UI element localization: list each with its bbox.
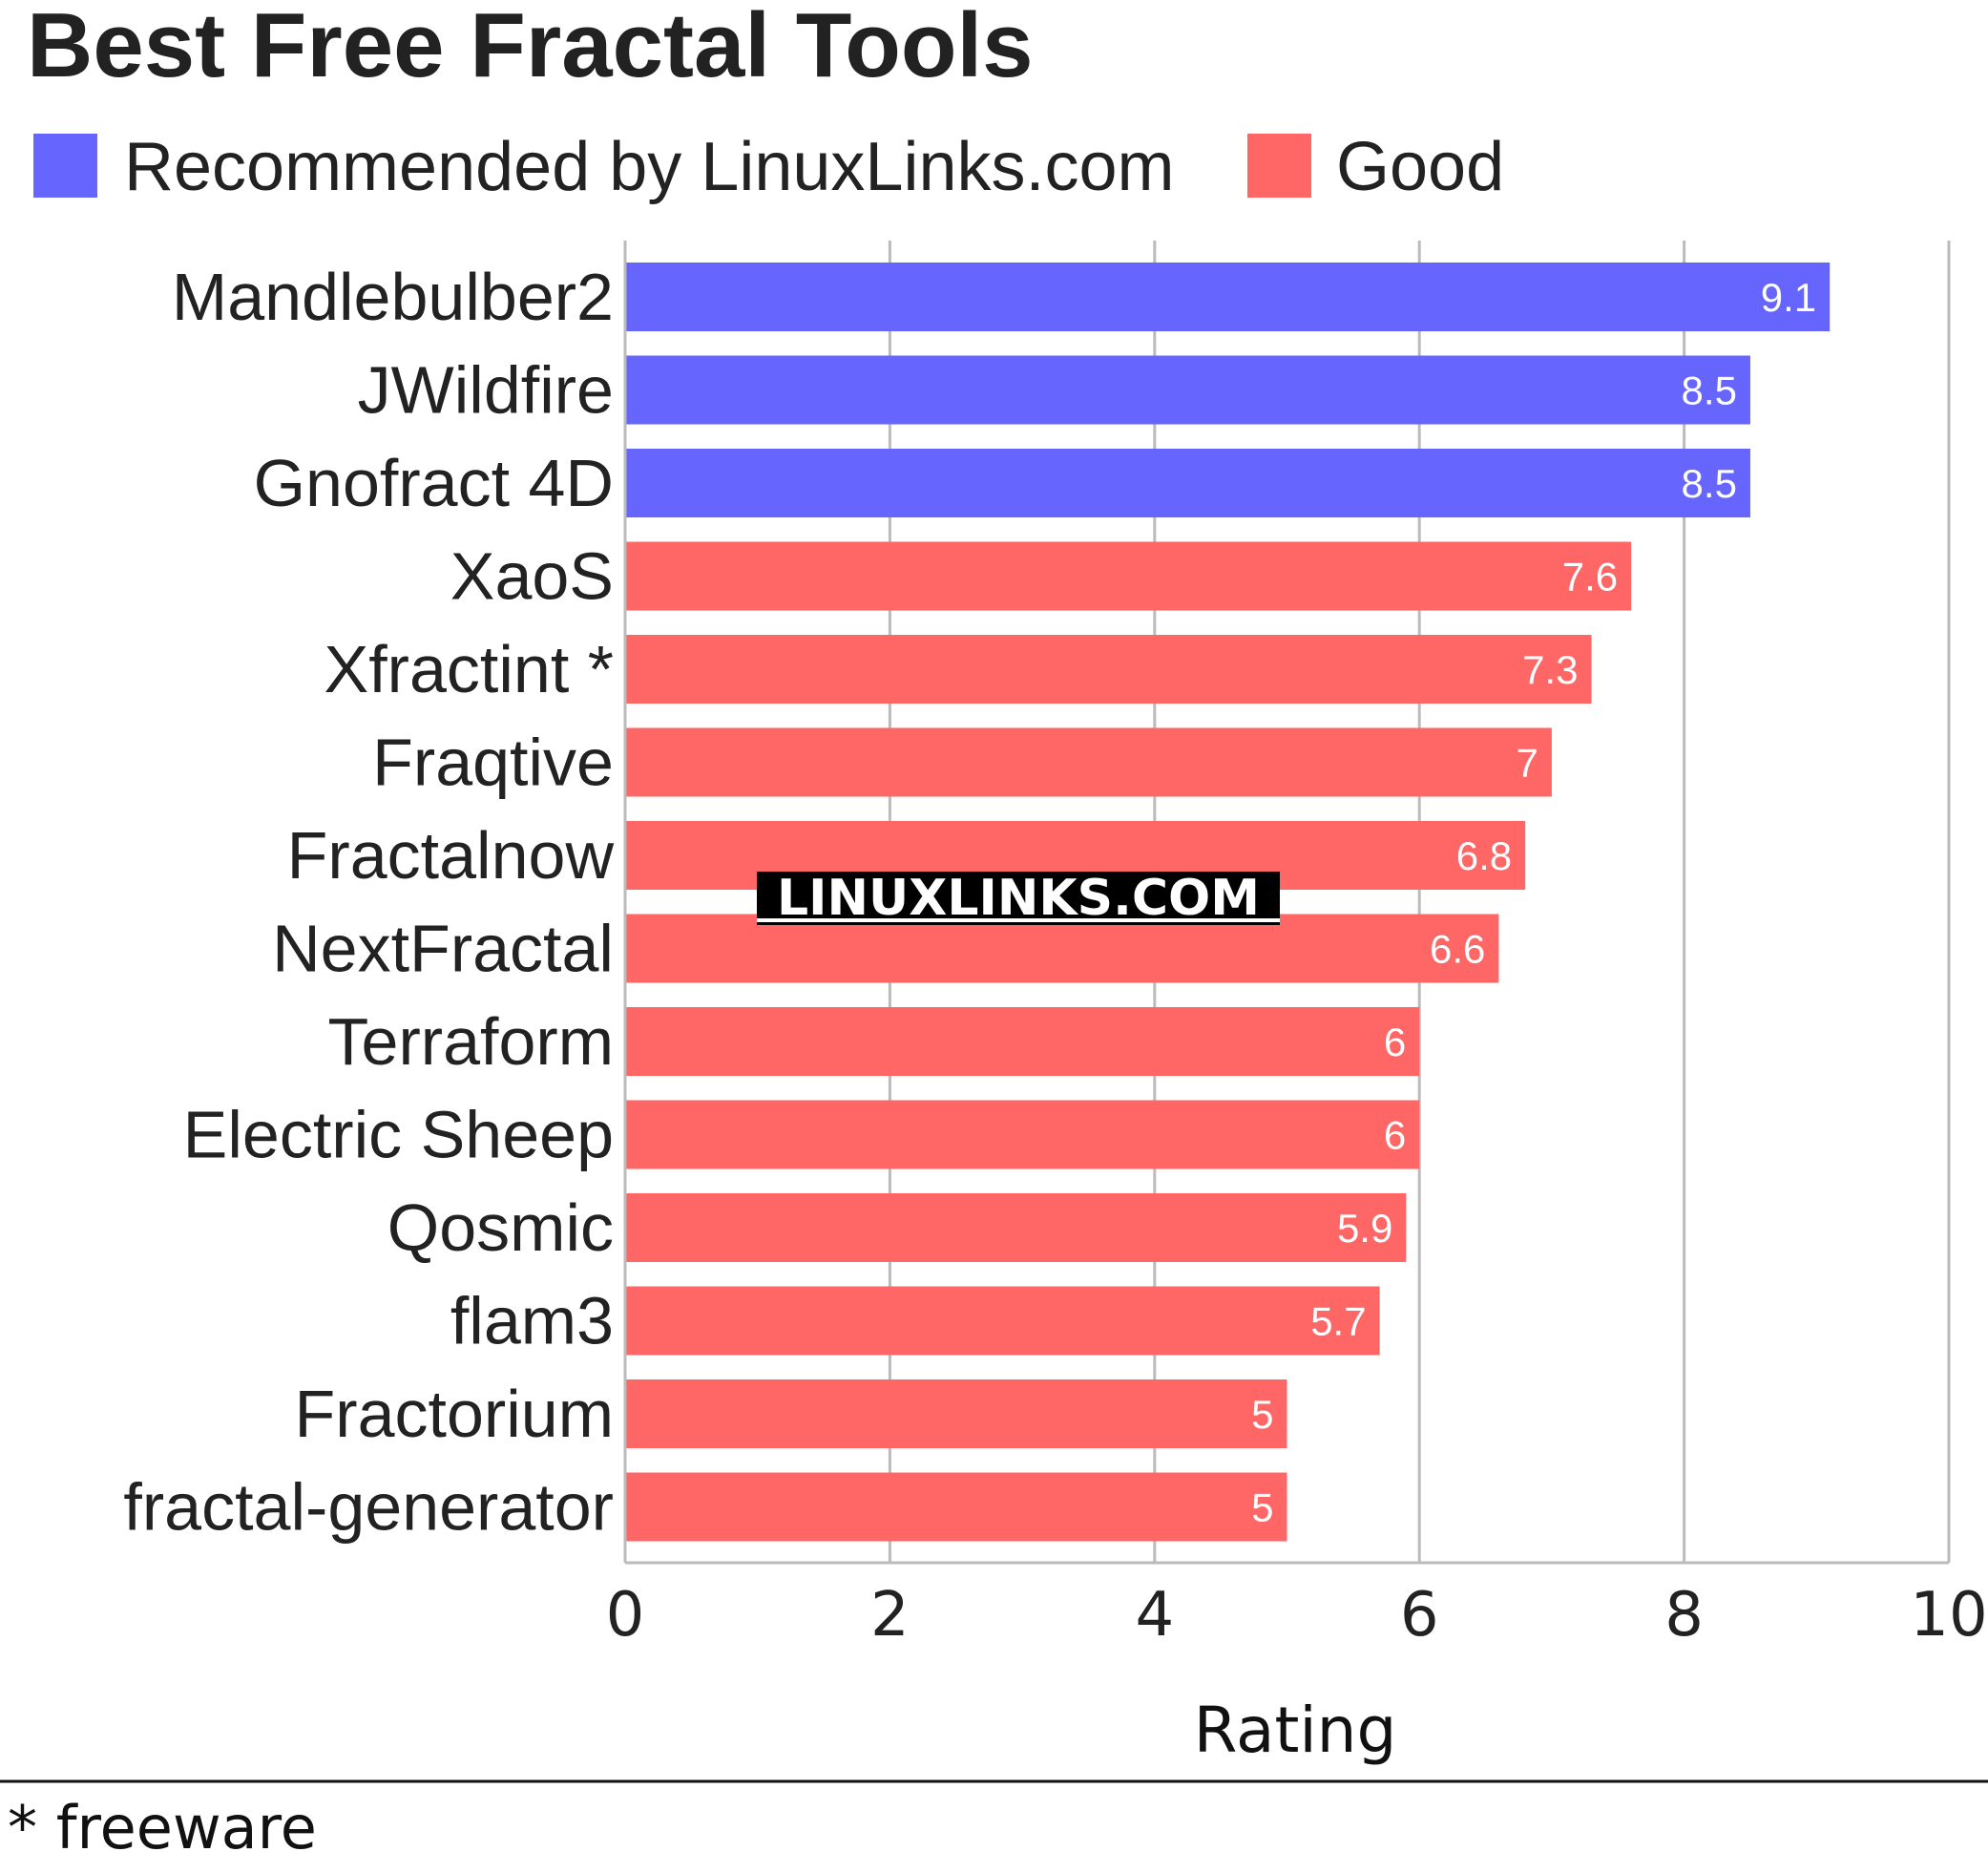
bar-gnofract-4d — [625, 449, 1750, 517]
x-tick-label-2: 2 — [870, 1580, 910, 1651]
chart-title: Best Free Fractal Tools — [27, 0, 1034, 96]
watermark: LINUXLINKS.COM — [757, 870, 1280, 927]
category-label-xfractint: Xfractint * — [324, 632, 614, 706]
bar-value-jwildfire: 8.5 — [1682, 368, 1737, 413]
legend-swatch-good — [1247, 134, 1311, 198]
bar-value-fraqtive: 7 — [1517, 741, 1538, 786]
category-label-mandlebulber2: Mandlebulber2 — [172, 260, 614, 334]
category-label-fraqtive: Fraqtive — [372, 726, 614, 800]
legend-swatch-recommended — [33, 134, 97, 198]
bar-value-electric-sheep: 6 — [1384, 1113, 1406, 1158]
bar-xfractint — [625, 635, 1592, 704]
watermark-background — [757, 872, 1280, 925]
bar-fractal-generator — [625, 1472, 1287, 1542]
bar-jwildfire — [625, 355, 1750, 425]
bar-nextfractal — [625, 914, 1499, 983]
category-label-jwildfire: JWildfire — [358, 353, 614, 428]
legend: Recommended by LinuxLinks.com Good — [33, 129, 1504, 205]
footnote: * freeware — [8, 1793, 317, 1852]
bar-value-nextfractal: 6.6 — [1430, 927, 1485, 972]
bar-value-xfractint: 7.3 — [1522, 647, 1578, 692]
category-label-electric-sheep: Electric Sheep — [183, 1098, 614, 1172]
category-label-flam3: flam3 — [450, 1284, 614, 1358]
legend-label-recommended: Recommended by LinuxLinks.com — [124, 129, 1175, 205]
bar-value-fractal-generator: 5 — [1251, 1485, 1273, 1530]
bar-value-qosmic: 5.9 — [1337, 1206, 1392, 1251]
bar-qosmic — [625, 1193, 1407, 1262]
category-label-fractalnow: Fractalnow — [287, 818, 615, 893]
x-tick-label-4: 4 — [1135, 1580, 1174, 1651]
category-label-fractorium: Fractorium — [295, 1377, 614, 1451]
category-label-terraform: Terraform — [328, 1004, 614, 1079]
bar-value-gnofract-4d: 8.5 — [1682, 461, 1737, 506]
legend-label-good: Good — [1336, 129, 1504, 205]
bar-xaos — [625, 541, 1632, 611]
bar-value-flam3: 5.7 — [1310, 1299, 1366, 1344]
x-tick-label-8: 8 — [1664, 1580, 1704, 1651]
watermark-underline — [757, 918, 1280, 922]
bar-fraqtive — [625, 727, 1552, 797]
bar-terraform — [625, 1007, 1420, 1076]
bar-electric-sheep — [625, 1100, 1420, 1169]
x-tick-label-0: 0 — [606, 1580, 645, 1651]
bar-flam3 — [625, 1286, 1380, 1356]
x-axis-tick-labels: 0 2 4 6 8 10 — [606, 1580, 1988, 1651]
bar-value-terraform: 6 — [1384, 1020, 1406, 1064]
category-label-gnofract-4d: Gnofract 4D — [254, 446, 614, 520]
category-label-xaos: XaoS — [450, 539, 614, 614]
bars — [625, 263, 1831, 1542]
bar-mandlebulber2 — [625, 263, 1831, 331]
bar-value-xaos: 7.6 — [1562, 555, 1618, 600]
category-labels: Mandlebulber2 JWildfire Gnofract 4D XaoS Xfr… — [123, 260, 614, 1545]
x-axis-title: Rating — [1194, 1694, 1397, 1767]
category-label-fractal-generator: fractal-generator — [123, 1470, 614, 1545]
bar-fractorium — [625, 1379, 1287, 1448]
x-tick-label-6: 6 — [1400, 1580, 1439, 1651]
watermark-text: LINUXLINKS.COM — [777, 870, 1260, 927]
bar-value-fractorium: 5 — [1251, 1392, 1273, 1437]
bar-value-labels: 9.1 8.5 8.5 7.6 7.3 7 6.8 6.6 6 6 5.9 5.7 5 5 — [1251, 275, 1816, 1530]
bar-value-fractalnow: 6.8 — [1456, 833, 1512, 878]
bar-value-mandlebulber2: 9.1 — [1761, 275, 1816, 320]
category-label-nextfractal: NextFractal — [272, 912, 614, 986]
category-label-qosmic: Qosmic — [387, 1190, 614, 1265]
x-tick-label-10: 10 — [1910, 1580, 1987, 1651]
